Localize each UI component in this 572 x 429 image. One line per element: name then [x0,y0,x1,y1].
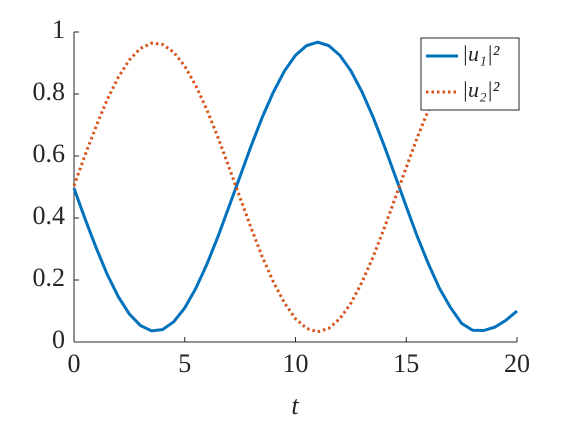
legend-label: |u₁|² [462,41,500,66]
y-tick-label: 1 [52,15,65,44]
x-tick-label: 5 [178,349,191,378]
x-tick-label: 15 [393,349,419,378]
legend-box [420,37,520,111]
x-tick-label: 20 [504,349,530,378]
y-tick-label: 0.8 [33,77,66,106]
series-line [72,40,518,333]
y-tick-label: 0.2 [33,263,66,292]
y-tick-label: 0.6 [33,139,66,168]
x-tick-label: 0 [68,349,81,378]
x-axis-label: t [291,391,299,420]
y-tick-label: 0 [52,325,65,354]
y-tick-label: 0.4 [33,201,66,230]
legend-label: |u₂|² [462,77,500,102]
x-tick-label: 10 [283,349,309,378]
